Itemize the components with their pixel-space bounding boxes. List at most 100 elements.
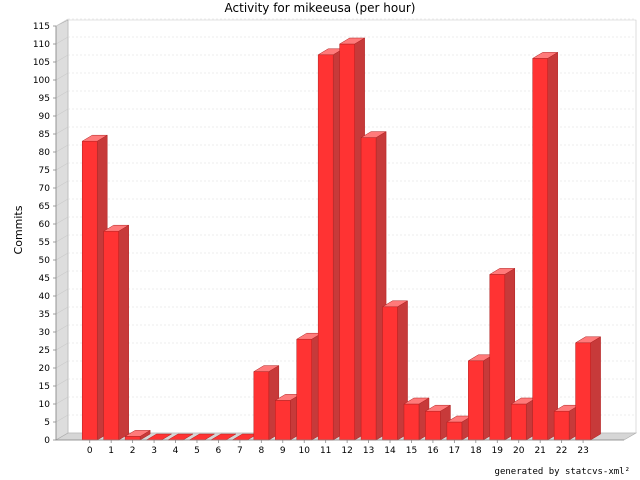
y-tick-label: 20 bbox=[39, 364, 51, 374]
plot-left-wall bbox=[55, 19, 69, 441]
gridline-wall bbox=[55, 324, 69, 333]
y-tick-label: 60 bbox=[39, 220, 51, 230]
bar-front bbox=[510, 403, 527, 441]
x-tick-label: 22 bbox=[556, 446, 567, 456]
bar-front bbox=[425, 410, 441, 441]
bar-front bbox=[103, 230, 119, 441]
y-tick-label: 90 bbox=[39, 112, 51, 122]
gridline-wall bbox=[55, 378, 69, 387]
y-tick-label: 115 bbox=[33, 22, 50, 32]
bar-side bbox=[547, 51, 558, 441]
x-axis-ticks: 0 1 2 3 4 5 6 7 8 9 10 11 12 13 14 15 16 17 18 19 20 21 22 23 bbox=[56, 439, 624, 456]
bar-front bbox=[317, 54, 334, 441]
x-tick-label: 10 bbox=[298, 446, 310, 456]
y-tick-label: 80 bbox=[39, 148, 51, 158]
gridline-wall bbox=[55, 36, 69, 45]
x-tick-label: 14 bbox=[384, 446, 396, 456]
bar bbox=[531, 51, 559, 441]
bar bbox=[124, 429, 152, 441]
bar-top bbox=[338, 37, 366, 45]
bar-top bbox=[102, 224, 130, 232]
bar-top bbox=[381, 300, 409, 308]
x-tick-label: 21 bbox=[534, 446, 545, 456]
x-tick-label: 7 bbox=[237, 446, 243, 456]
chart-title: Activity for mikeeusa (per hour) bbox=[225, 1, 416, 15]
bar bbox=[574, 336, 602, 441]
y-tick-label: 70 bbox=[39, 184, 51, 194]
y-axis-label: Commits bbox=[12, 205, 25, 254]
bar-top bbox=[574, 336, 602, 344]
gridline-wall bbox=[55, 306, 69, 315]
y-tick-label: 55 bbox=[39, 238, 50, 248]
x-tick-label: 13 bbox=[363, 446, 374, 456]
bar-top bbox=[424, 404, 452, 412]
y-tick-label: 100 bbox=[33, 76, 50, 86]
x-tick-label: 17 bbox=[449, 446, 460, 456]
x-tick-label: 2 bbox=[130, 446, 136, 456]
y-tick-label: 105 bbox=[33, 58, 50, 68]
x-tick-label: 19 bbox=[492, 446, 504, 456]
gridline-wall bbox=[55, 342, 69, 351]
x-tick-label: 0 bbox=[87, 446, 93, 456]
gridline-wall bbox=[55, 126, 69, 135]
y-tick-label: 50 bbox=[39, 256, 51, 266]
bar-front bbox=[446, 421, 463, 441]
y-tick-label: 40 bbox=[39, 292, 51, 302]
x-tick-label: 23 bbox=[577, 446, 588, 456]
y-tick-label: 0 bbox=[44, 436, 50, 446]
gridline-wall bbox=[55, 162, 69, 171]
x-tick-label: 3 bbox=[151, 446, 157, 456]
y-axis-ticks: 0 5 10 15 20 25 30 35 40 45 50 55 60 65 70 75 80 85 90 95 10… bbox=[33, 22, 57, 446]
bar-front bbox=[403, 403, 420, 441]
bar bbox=[488, 267, 516, 441]
x-tick-label: 16 bbox=[427, 446, 439, 456]
bar-front bbox=[360, 137, 377, 441]
y-tick-label: 15 bbox=[39, 382, 50, 392]
x-tick-label: 20 bbox=[513, 446, 525, 456]
gridline-wall bbox=[55, 234, 69, 243]
x-tick-label: 5 bbox=[194, 446, 200, 456]
bar-side bbox=[118, 224, 129, 441]
bar-top bbox=[403, 397, 430, 405]
x-tick-label: 9 bbox=[280, 446, 286, 456]
x-tick-label: 11 bbox=[320, 446, 331, 456]
y-tick-label: 45 bbox=[39, 274, 50, 284]
x-tick-label: 15 bbox=[406, 446, 417, 456]
gridline-wall bbox=[55, 396, 69, 405]
y-tick-label: 35 bbox=[39, 310, 50, 320]
y-tick-label: 30 bbox=[39, 328, 51, 338]
generated-by-footer: generated by statcvs-xml² bbox=[495, 467, 630, 477]
gridline-wall bbox=[55, 18, 69, 27]
bar-front bbox=[339, 43, 355, 441]
y-tick-label: 110 bbox=[33, 40, 50, 50]
x-tick-label: 1 bbox=[108, 446, 114, 456]
x-tick-label: 12 bbox=[341, 446, 352, 456]
y-tick-label: 10 bbox=[39, 400, 51, 410]
x-tick-label: 8 bbox=[258, 446, 264, 456]
bar-top bbox=[81, 134, 109, 142]
gridline-wall bbox=[55, 270, 69, 279]
x-tick-label: 18 bbox=[470, 446, 482, 456]
y-tick-label: 75 bbox=[39, 166, 50, 176]
bar-top bbox=[252, 365, 280, 372]
gridline-wall bbox=[55, 198, 69, 207]
bar bbox=[102, 224, 130, 441]
x-tick-label: 4 bbox=[173, 446, 179, 456]
gridline-wall bbox=[55, 90, 69, 99]
y-tick-label: 95 bbox=[39, 94, 50, 104]
bar-front bbox=[275, 400, 291, 441]
y-tick-label: 5 bbox=[44, 418, 50, 428]
gridline-wall bbox=[55, 144, 69, 153]
y-tick-label: 85 bbox=[39, 130, 50, 140]
gridline-wall bbox=[55, 414, 69, 423]
bar-front bbox=[575, 342, 591, 441]
bar-side bbox=[590, 336, 601, 441]
bar-front bbox=[296, 338, 312, 441]
gridline-wall bbox=[55, 72, 69, 81]
gridline-wall bbox=[55, 54, 69, 63]
bar-front bbox=[553, 410, 570, 441]
bar-front bbox=[468, 360, 484, 441]
gridline-wall bbox=[55, 108, 69, 117]
bar-top bbox=[360, 131, 387, 138]
